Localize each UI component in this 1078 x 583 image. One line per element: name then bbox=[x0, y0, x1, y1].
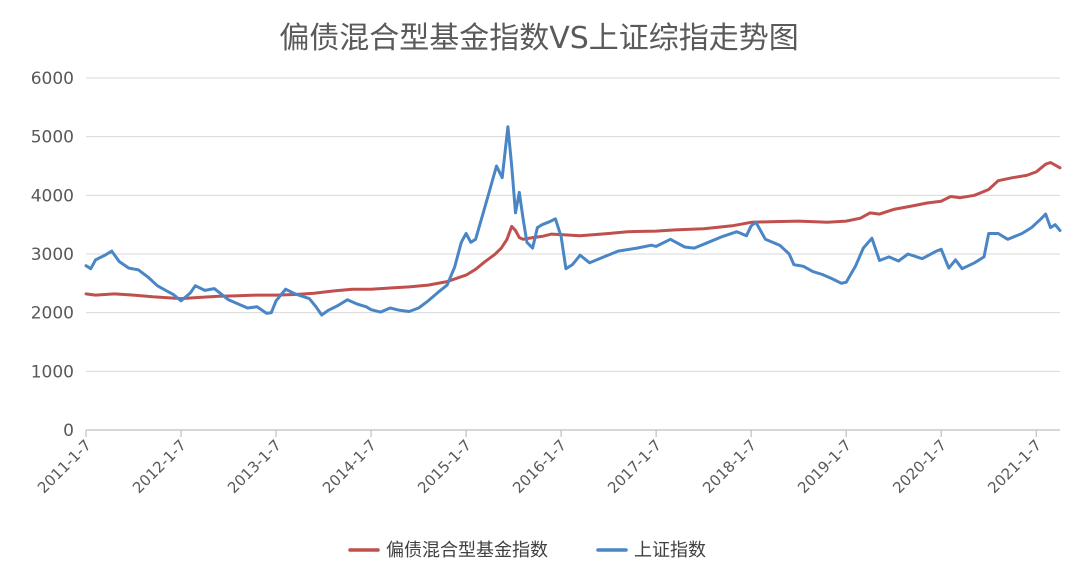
grid-lines bbox=[86, 77, 1060, 372]
x-tick-label: 2021-1-7 bbox=[984, 436, 1045, 497]
chart-title: 偏债混合型基金指数VS上证综指走势图 bbox=[279, 21, 799, 56]
x-tick-label: 2017-1-7 bbox=[604, 436, 665, 497]
x-tick-label: 2014-1-7 bbox=[319, 436, 380, 497]
x-tick-label: 2013-1-7 bbox=[224, 436, 285, 497]
x-tick-label: 2011-1-7 bbox=[34, 436, 95, 497]
y-tick-label: 6000 bbox=[31, 69, 74, 89]
x-tick-label: 2015-1-7 bbox=[414, 436, 475, 497]
legend: 偏债混合型基金指数 上证指数 bbox=[348, 540, 706, 561]
series-line-shanghai-composite bbox=[84, 125, 1062, 317]
x-tick-label: 2019-1-7 bbox=[794, 436, 855, 497]
x-tick-label: 2018-1-7 bbox=[699, 436, 760, 497]
x-axis: 2011-1-7 2012-1-7 2013-1-7 2014-1-7 2015-1-7… bbox=[34, 429, 1060, 497]
legend-label: 偏债混合型基金指数 bbox=[386, 540, 548, 561]
y-tick-label: 4000 bbox=[31, 186, 74, 206]
x-tick-label: 2016-1-7 bbox=[509, 436, 570, 497]
series-lines bbox=[84, 125, 1062, 317]
y-axis: 0 1000 2000 3000 4000 5000 6000 bbox=[31, 69, 74, 441]
y-tick-label: 0 bbox=[63, 421, 74, 441]
y-tick-label: 5000 bbox=[31, 128, 74, 148]
legend-label: 上证指数 bbox=[634, 540, 706, 561]
x-tick-label: 2020-1-7 bbox=[889, 436, 950, 497]
y-tick-label: 1000 bbox=[31, 362, 74, 382]
series-line-bond-fund-index bbox=[84, 161, 1062, 301]
x-tick-label: 2012-1-7 bbox=[129, 436, 190, 497]
y-tick-label: 3000 bbox=[31, 245, 74, 265]
y-tick-label: 2000 bbox=[31, 304, 74, 324]
